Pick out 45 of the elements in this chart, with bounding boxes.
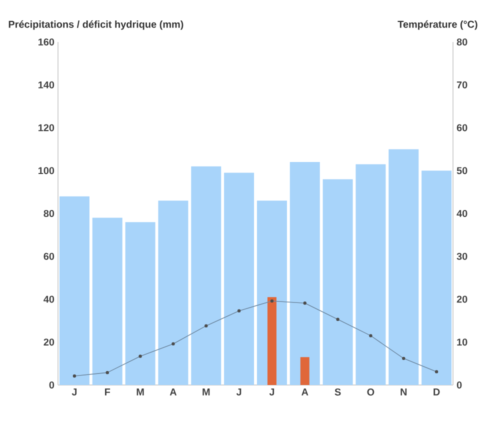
y-tick-label: 100 bbox=[38, 167, 54, 174]
bar bbox=[388, 149, 419, 385]
x-tick-label: A bbox=[170, 388, 177, 396]
bar bbox=[224, 172, 254, 385]
x-tick-label: J bbox=[72, 388, 77, 396]
y2-tick-label: 70 bbox=[456, 81, 468, 88]
y2-tick-label: 80 bbox=[456, 38, 468, 46]
y-tick-label: 60 bbox=[44, 252, 54, 260]
x-tick-label: M bbox=[202, 388, 210, 396]
x-tick-label: J bbox=[236, 388, 242, 396]
x-tick-label: N bbox=[400, 388, 407, 396]
y2-tick-label: 50 bbox=[456, 167, 468, 174]
y2-tick-label: 20 bbox=[456, 296, 468, 303]
y-tick-label: 40 bbox=[44, 296, 54, 303]
bar bbox=[267, 297, 276, 385]
y2-tick-label: 60 bbox=[456, 124, 468, 132]
x-tick-label: M bbox=[136, 388, 144, 396]
y-tick-label: 20 bbox=[44, 338, 54, 346]
bar bbox=[158, 200, 188, 385]
y2-tick-label: 30 bbox=[456, 252, 468, 260]
bar bbox=[322, 179, 353, 385]
y2-tick-label: 40 bbox=[456, 210, 468, 218]
bar bbox=[290, 162, 320, 385]
x-tick-label: O bbox=[367, 388, 374, 396]
y-axis-title: Précipitations / déficit hydrique (mm) bbox=[8, 20, 184, 30]
x-tick-label: S bbox=[334, 388, 341, 396]
y-tick-label: 160 bbox=[38, 38, 54, 46]
y-tick-label: 140 bbox=[38, 81, 54, 88]
y-tick-label: 0 bbox=[49, 381, 54, 389]
x-tick-label: F bbox=[105, 388, 110, 396]
bar bbox=[125, 222, 156, 385]
bar bbox=[59, 196, 90, 385]
bar bbox=[300, 357, 310, 385]
y2-tick-label: 10 bbox=[457, 338, 468, 346]
y2-axis-title: Température (°C) bbox=[398, 20, 478, 30]
bar bbox=[92, 218, 122, 385]
bar bbox=[191, 166, 222, 385]
bar bbox=[356, 164, 386, 385]
y2-tick-label: 0 bbox=[456, 381, 462, 389]
y-tick-label: 120 bbox=[38, 124, 54, 132]
x-tick-label: A bbox=[302, 388, 308, 396]
bar bbox=[422, 170, 452, 385]
y-tick-label: 80 bbox=[44, 210, 54, 218]
x-tick-label: J bbox=[269, 388, 274, 396]
x-tick-label: D bbox=[434, 388, 440, 396]
